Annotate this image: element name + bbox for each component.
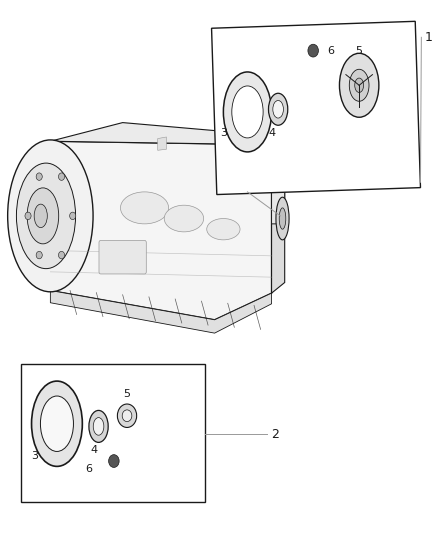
Ellipse shape (32, 381, 82, 466)
Text: 6: 6 (85, 464, 92, 474)
Ellipse shape (349, 69, 369, 101)
Text: 1: 1 (425, 31, 433, 44)
Ellipse shape (16, 163, 75, 269)
Ellipse shape (8, 140, 93, 292)
Polygon shape (158, 137, 166, 150)
Bar (21, 364, 205, 502)
Text: 2: 2 (272, 428, 279, 441)
Ellipse shape (207, 219, 240, 240)
Ellipse shape (27, 188, 59, 244)
Polygon shape (50, 290, 272, 333)
Circle shape (109, 455, 119, 467)
Circle shape (59, 252, 65, 259)
Circle shape (122, 410, 132, 422)
Circle shape (59, 173, 65, 180)
Ellipse shape (268, 93, 288, 125)
Ellipse shape (232, 86, 263, 138)
Text: 5: 5 (124, 390, 131, 399)
Text: 6: 6 (328, 46, 335, 55)
Text: 4: 4 (91, 446, 98, 455)
Ellipse shape (223, 72, 272, 152)
Circle shape (25, 212, 31, 220)
Ellipse shape (164, 205, 204, 232)
Ellipse shape (40, 396, 74, 451)
Circle shape (117, 404, 137, 427)
Text: 5: 5 (356, 46, 363, 55)
Circle shape (36, 252, 42, 259)
Ellipse shape (276, 197, 289, 240)
Ellipse shape (89, 410, 108, 442)
Ellipse shape (355, 78, 364, 93)
Polygon shape (272, 149, 285, 293)
Ellipse shape (339, 53, 379, 117)
Circle shape (70, 212, 76, 220)
Ellipse shape (120, 192, 169, 224)
Text: 3: 3 (32, 451, 39, 461)
Text: 4: 4 (268, 128, 275, 138)
Polygon shape (212, 21, 420, 195)
FancyBboxPatch shape (99, 240, 146, 274)
Ellipse shape (93, 418, 104, 435)
Polygon shape (272, 160, 285, 224)
Polygon shape (50, 123, 272, 171)
Ellipse shape (279, 208, 286, 229)
Circle shape (308, 44, 318, 57)
Ellipse shape (273, 100, 283, 118)
Circle shape (36, 173, 42, 180)
Polygon shape (50, 141, 272, 320)
Text: 3: 3 (220, 128, 227, 138)
Ellipse shape (34, 204, 47, 228)
